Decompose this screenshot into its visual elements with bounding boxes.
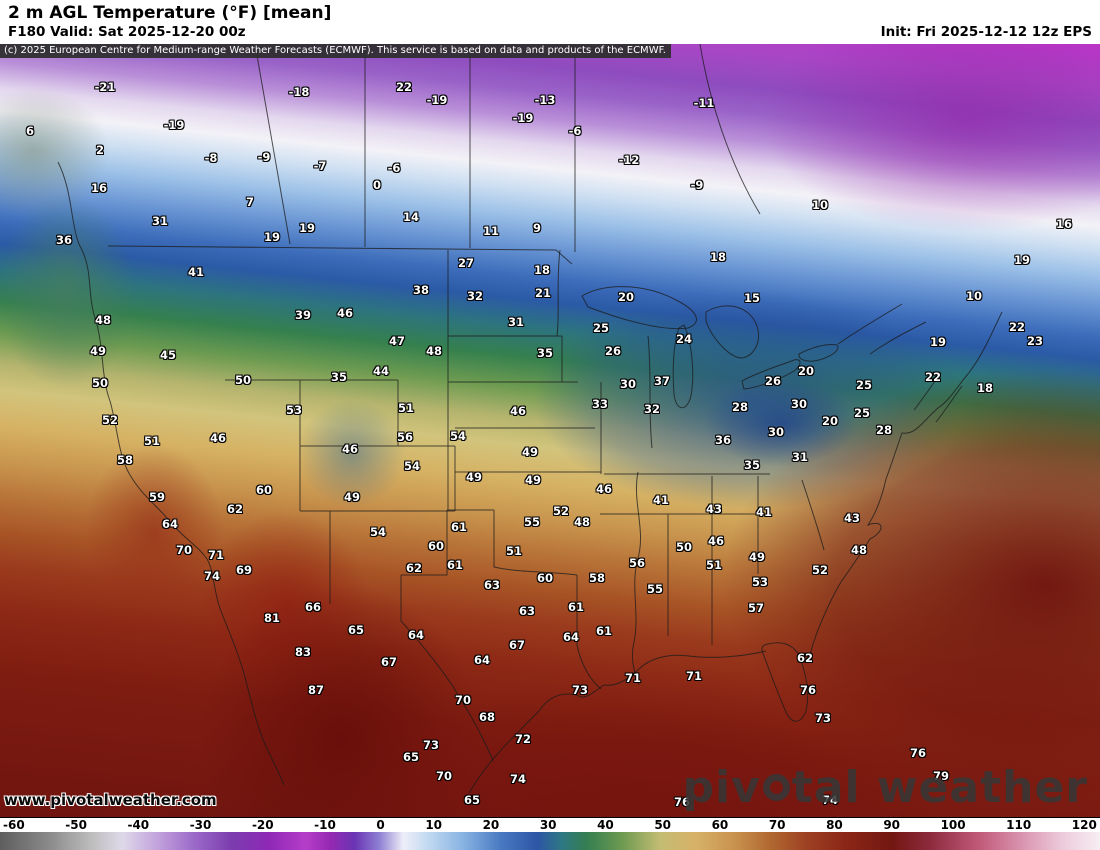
colorbar-tick: 90 <box>883 818 901 832</box>
colorbar-tick: 60 <box>711 818 729 832</box>
colorbar-tick: -20 <box>251 818 274 832</box>
colorbar-tick: 40 <box>597 818 614 832</box>
map-area[interactable]: (c) 2025 European Centre for Medium-rang… <box>0 44 1100 817</box>
colorbar-tick: 0 <box>376 818 385 832</box>
colorbar-tick: -10 <box>314 818 336 832</box>
colorbar-tick: 50 <box>654 818 672 832</box>
colorbar: -60 -50 -40 -30 -20 -10 0 10 20 30 40 50 60 70 80 90 100… <box>0 817 1100 850</box>
colorbar-tick: -50 <box>65 818 87 832</box>
valid-time-label: F180 Valid: Sat 2025-12-20 00z <box>8 24 246 40</box>
logo-text-left: piv <box>682 762 761 813</box>
colorbar-ticks: -60 -50 -40 -30 -20 -10 0 10 20 30 40 50 60 70 80 90 100… <box>0 818 1100 832</box>
header: 2 m AGL Temperature (°F) [mean] F180 Val… <box>0 0 1100 44</box>
colorbar-tick: 100 <box>940 818 966 832</box>
colorbar-gradient <box>0 832 1100 850</box>
watermark-url: www.pivotalweather.com <box>4 791 217 809</box>
colorbar-tick: -40 <box>127 818 150 832</box>
map-borders <box>57 44 1003 794</box>
colorbar-tick: 70 <box>768 818 786 832</box>
logo-text-right: tal weather <box>791 762 1088 813</box>
colorbar-tick: 20 <box>482 818 500 832</box>
init-time-label: Init: Fri 2025-12-12 12z EPS <box>880 24 1092 40</box>
pivotal-weather-logo: piv tal weather <box>683 762 1088 813</box>
colorbar-tick: 110 <box>1006 818 1032 832</box>
colorbar-tick: 120 <box>1071 818 1097 832</box>
colorbar-tick: 10 <box>425 818 443 832</box>
copyright-note: (c) 2025 European Centre for Medium-rang… <box>0 44 671 58</box>
logo-o-icon <box>762 774 790 801</box>
page-title: 2 m AGL Temperature (°F) [mean] <box>8 3 332 23</box>
temperature-field <box>0 44 1100 817</box>
colorbar-tick: 80 <box>826 818 843 832</box>
colorbar-tick: -60 <box>3 818 25 832</box>
colorbar-tick: -30 <box>189 818 212 832</box>
colorbar-tick: 30 <box>539 818 557 832</box>
